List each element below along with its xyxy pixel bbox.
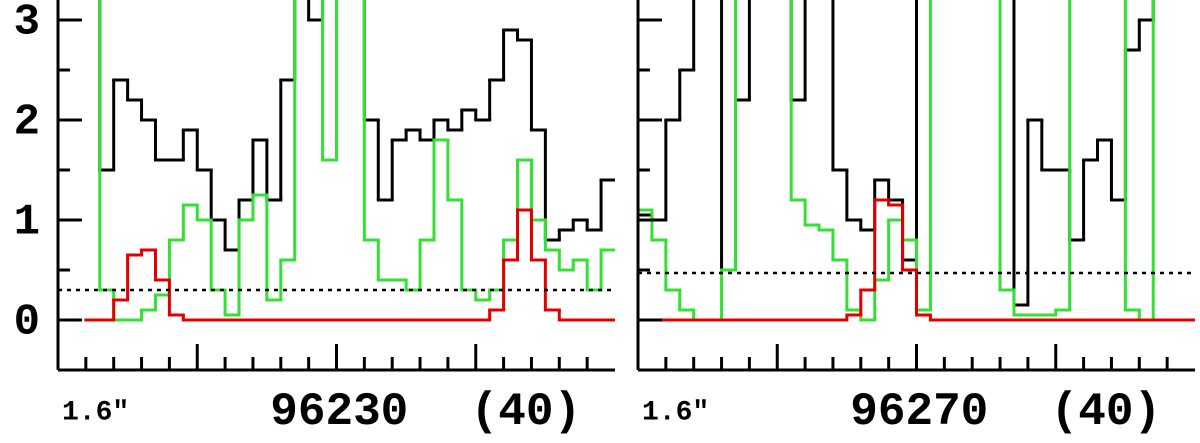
y-tick-label: 1 <box>14 198 40 248</box>
annotation: (40) <box>471 386 581 438</box>
y-tick-label: 0 <box>14 298 40 348</box>
plot-area <box>58 0 615 322</box>
panel: 0 1 2 3 1.6″ 96230 (40) <box>14 0 615 438</box>
annotation: (40) <box>1051 386 1161 438</box>
y-tick-label: 2 <box>14 98 40 148</box>
plot-area <box>638 0 1195 322</box>
annotation: 1.6″ <box>642 397 709 428</box>
panel: 1.6″ 96270 (40) <box>636 0 1195 438</box>
y-tick-label: 3 <box>14 0 40 48</box>
annotation: 96230 <box>270 386 408 438</box>
annotation: 1.6″ <box>62 397 129 428</box>
annotation: 96270 <box>850 386 988 438</box>
